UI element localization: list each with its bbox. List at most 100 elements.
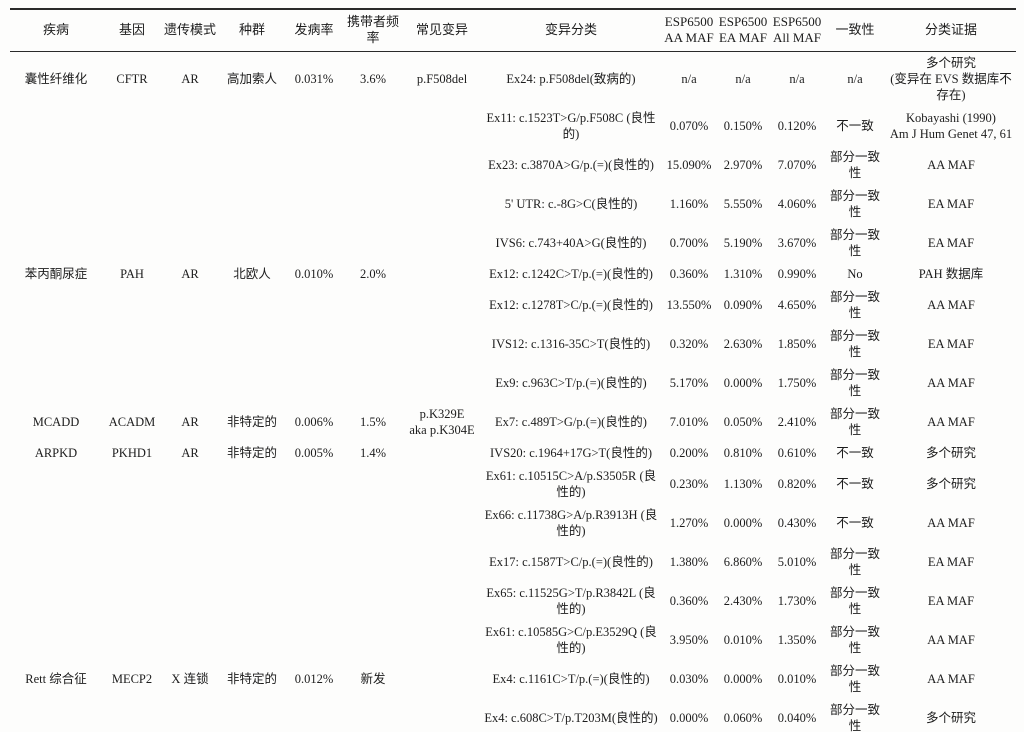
concordance-cell: 部分一致性 — [829, 290, 880, 320]
evidence-cell: AA MAF — [927, 633, 975, 647]
all-maf-cell: 0.120% — [777, 119, 817, 133]
common-variant-cell — [404, 504, 480, 543]
gene-cell: MECP2 — [111, 672, 153, 686]
ea-maf-cell: 6.860% — [723, 555, 763, 569]
aa-maf-cell: 0.070% — [669, 119, 709, 133]
population-cell — [218, 364, 286, 403]
evidence-cell: 多个研究 — [925, 446, 976, 460]
disease-cell — [10, 364, 102, 403]
population-cell — [218, 543, 286, 582]
ea-maf-cell: 0.000% — [723, 376, 763, 390]
carrier-frequency-cell — [342, 543, 404, 582]
inheritance-mode-cell — [162, 621, 218, 660]
inheritance-mode-cell — [162, 185, 218, 224]
gene-cell — [102, 286, 162, 325]
variant-classification-cell: IVS6: c.743+40A>G(良性的) — [495, 236, 647, 250]
common-variant-cell — [404, 660, 480, 699]
common-variant-cell — [404, 107, 480, 146]
carrier-frequency-cell: 1.4% — [359, 446, 387, 460]
disease-cell — [10, 504, 102, 543]
gene-cell — [102, 543, 162, 582]
disease-cell — [10, 465, 102, 504]
carrier-frequency-cell: 2.0% — [359, 267, 387, 281]
gene-cell: PAH — [120, 267, 144, 281]
population-cell: 非特定的 — [226, 415, 277, 429]
inheritance-mode-cell — [162, 107, 218, 146]
ea-maf-cell: 2.970% — [723, 158, 763, 172]
concordance-cell: 部分一致性 — [829, 329, 880, 359]
column-header: 遗传模式 — [162, 9, 218, 52]
variant-classification-cell: IVS20: c.1964+17G>T(良性的) — [490, 446, 652, 460]
disease-cell — [10, 286, 102, 325]
variant-classification-cell: Ex24: p.F508del(致病的) — [506, 72, 636, 86]
incidence-cell — [286, 621, 342, 660]
ea-maf-cell: 0.090% — [723, 298, 763, 312]
evidence-cell: Kobayashi (1990) Am J Hum Genet 47, 61 — [889, 111, 1013, 141]
incidence-cell: 0.012% — [294, 672, 334, 686]
incidence-cell — [286, 504, 342, 543]
variant-classification-cell: Ex65: c.11525G>T/p.R3842L (良性的) — [486, 586, 656, 616]
aa-maf-cell: 0.700% — [669, 236, 709, 250]
concordance-cell: 部分一致性 — [829, 547, 880, 577]
table-row: Ex65: c.11525G>T/p.R3842L (良性的) 0.360% 2.4… — [10, 582, 1016, 621]
table-row: MCADD ACADM AR 非特定的 0.006% 1.5% p.K329E aka p.… — [10, 403, 1016, 442]
incidence-cell: 0.006% — [294, 415, 334, 429]
concordance-cell: No — [847, 267, 863, 281]
disease-cell: Rett 综合征 — [25, 672, 87, 686]
inheritance-mode-cell: AR — [181, 72, 199, 86]
population-cell — [218, 621, 286, 660]
table-row: Ex12: c.1278T>C/p.(=)(良性的) 13.550% 0.090% 4… — [10, 286, 1016, 325]
ea-maf-cell: 0.060% — [723, 711, 763, 725]
disease-cell — [10, 146, 102, 185]
ea-maf-cell: 1.130% — [723, 477, 763, 491]
ea-maf-cell: 5.550% — [723, 197, 763, 211]
inheritance-mode-cell — [162, 504, 218, 543]
concordance-cell: 部分一致性 — [829, 407, 880, 437]
population-cell: 高加索人 — [226, 72, 277, 86]
variant-classification-cell: Ex12: c.1242C>T/p.(=)(良性的) — [489, 267, 653, 281]
common-variant-cell — [404, 325, 480, 364]
ea-maf-cell: 2.430% — [723, 594, 763, 608]
column-header: 疾病 — [10, 9, 102, 52]
disease-cell — [10, 224, 102, 263]
column-header: ESP6500 EA MAF — [716, 9, 770, 52]
variant-classification-cell: Ex11: c.1523T>G/p.F508C (良性的) — [486, 111, 656, 141]
common-variant-cell — [404, 543, 480, 582]
evidence-cell: EA MAF — [927, 555, 975, 569]
carrier-frequency-cell — [342, 582, 404, 621]
incidence-cell: 0.010% — [294, 267, 334, 281]
carrier-frequency-cell — [342, 364, 404, 403]
incidence-cell — [286, 185, 342, 224]
incidence-cell — [286, 364, 342, 403]
table-row: Ex23: c.3870A>G/p.(=)(良性的) 15.090% 2.970% 7… — [10, 146, 1016, 185]
table-row: 苯丙酮尿症 PAH AR 北欧人 0.010% 2.0% Ex12: c.1242C>T/p… — [10, 263, 1016, 286]
evidence-cell: EA MAF — [927, 236, 975, 250]
inheritance-mode-cell — [162, 543, 218, 582]
gene-cell — [102, 465, 162, 504]
population-cell: 非特定的 — [226, 672, 277, 686]
evidence-cell: PAH 数据库 — [918, 267, 984, 281]
inheritance-mode-cell — [162, 325, 218, 364]
inheritance-mode-cell: X 连锁 — [171, 672, 209, 686]
incidence-cell — [286, 582, 342, 621]
variant-classification-cell: Ex61: c.10515C>A/p.S3505R (良性的) — [485, 469, 657, 499]
gene-cell — [102, 364, 162, 403]
evidence-cell: 多个研究 — [925, 711, 976, 725]
variant-classification-cell: Ex61: c.10585G>C/p.E3529Q (良性的) — [485, 625, 657, 655]
variant-classification-cell: Ex7: c.489T>G/p.(=)(良性的) — [495, 415, 647, 429]
population-cell — [218, 224, 286, 263]
aa-maf-cell: 1.160% — [669, 197, 709, 211]
aa-maf-cell: 0.360% — [669, 267, 709, 281]
gene-cell — [102, 582, 162, 621]
aa-maf-cell: 1.270% — [669, 516, 709, 530]
carrier-frequency-cell — [342, 185, 404, 224]
variant-classification-cell: Ex9: c.963C>T/p.(=)(良性的) — [495, 376, 647, 390]
common-variant-cell: p.K329E aka p.K304E — [409, 407, 475, 437]
evidence-cell: 多个研究 (变异在 EVS 数据库不存在) — [890, 56, 1012, 102]
incidence-cell — [286, 543, 342, 582]
variant-classification-cell: Ex23: c.3870A>G/p.(=)(良性的) — [488, 158, 654, 172]
concordance-cell: 部分一致性 — [829, 368, 880, 398]
aa-maf-cell: 0.000% — [669, 711, 709, 725]
table-row: Rett 综合征 MECP2 X 连锁 非特定的 0.012% 新发 Ex4: c.1161… — [10, 660, 1016, 699]
population-cell — [218, 146, 286, 185]
